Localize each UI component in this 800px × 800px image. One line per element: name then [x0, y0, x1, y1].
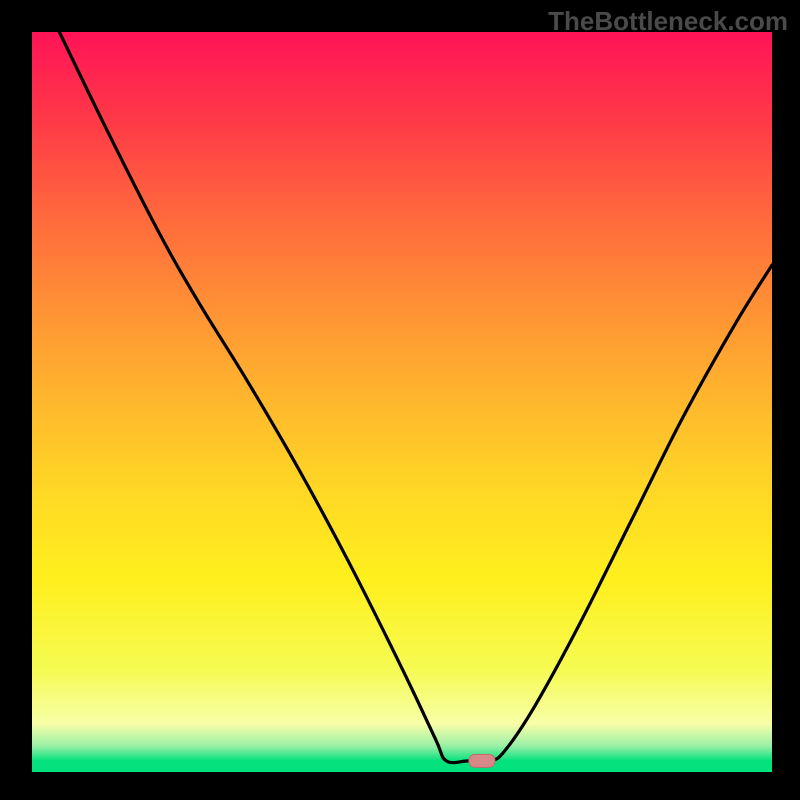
chart-container: TheBottleneck.com [0, 0, 800, 800]
curve-marker-layer [32, 32, 772, 772]
plot-area [32, 32, 772, 772]
minimum-marker [469, 754, 495, 767]
